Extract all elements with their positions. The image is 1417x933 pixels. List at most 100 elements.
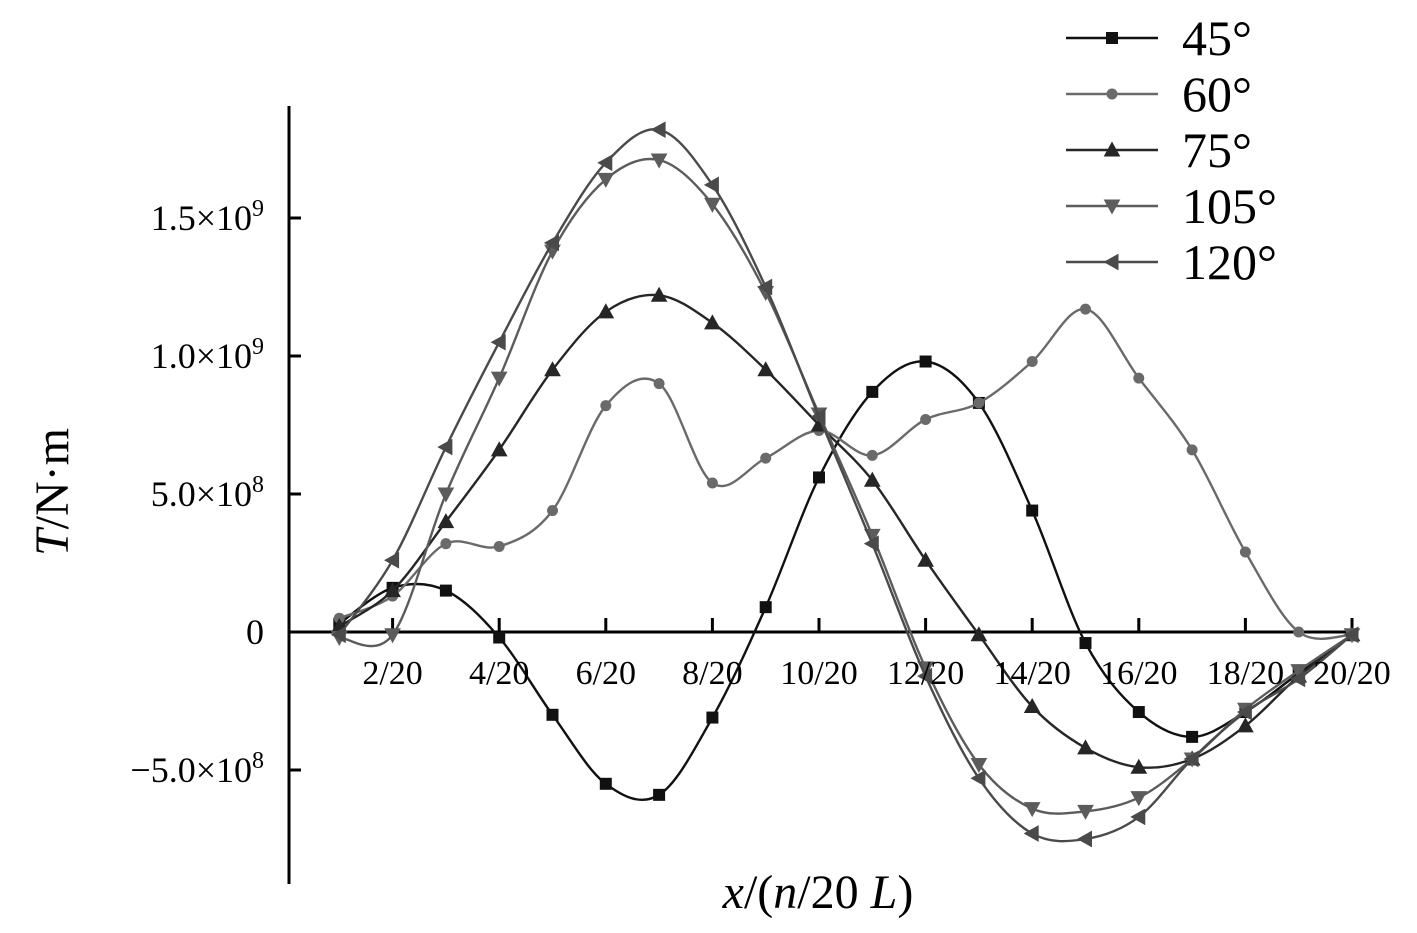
data-point xyxy=(863,471,881,487)
data-point xyxy=(1079,637,1092,650)
data-point xyxy=(760,452,772,464)
data-point xyxy=(384,628,401,644)
legend-marker xyxy=(1103,199,1121,215)
legend-label: 120° xyxy=(1182,234,1277,290)
data-point xyxy=(490,441,508,457)
data-point xyxy=(547,505,558,517)
data-point xyxy=(597,172,615,188)
data-point xyxy=(1236,703,1252,721)
x-tick-label: 18/20 xyxy=(1207,655,1284,692)
data-point xyxy=(440,538,452,550)
data-point xyxy=(546,708,559,721)
data-point xyxy=(650,121,666,139)
data-point xyxy=(493,540,505,552)
data-point xyxy=(1133,372,1145,384)
data-point xyxy=(1130,758,1148,774)
legend-label: 75° xyxy=(1182,122,1252,178)
data-point xyxy=(759,601,772,614)
data-point xyxy=(597,303,615,319)
x-tick-label: 10/20 xyxy=(780,655,857,692)
data-point xyxy=(439,584,452,597)
data-point xyxy=(490,333,506,351)
data-point xyxy=(863,535,879,553)
data-point xyxy=(1186,444,1198,456)
data-point xyxy=(1293,626,1305,638)
legend-item: 75° xyxy=(1066,122,1252,178)
x-tick-label: 2/20 xyxy=(362,655,422,692)
y-tick-label: 1.5×109 xyxy=(151,196,264,238)
x-tick-label: 12/20 xyxy=(887,655,964,692)
data-point xyxy=(1080,303,1091,315)
data-point xyxy=(544,361,561,377)
data-point xyxy=(919,355,932,368)
x-tick-label: 16/20 xyxy=(1100,655,1177,692)
data-point xyxy=(866,449,878,461)
data-point xyxy=(866,385,879,398)
series-2 xyxy=(333,303,1358,641)
data-point xyxy=(1237,717,1254,733)
data-point xyxy=(490,371,508,387)
data-point xyxy=(706,477,718,489)
data-point xyxy=(437,438,453,456)
y-axis-label-unit: /N·m xyxy=(26,428,79,529)
legend-item: 45° xyxy=(1066,10,1252,66)
data-point xyxy=(1077,739,1094,755)
data-point xyxy=(973,397,985,409)
tick-labels: −5.0×108 0 5.0×108 1.0×109 1.5×109 2/20 4/20 6/… xyxy=(130,196,1390,790)
data-point xyxy=(1239,546,1251,558)
data-point xyxy=(1023,697,1041,714)
legend-item: 105° xyxy=(1066,178,1277,234)
data-point xyxy=(1290,670,1306,688)
data-point xyxy=(703,176,719,194)
data-point xyxy=(437,487,455,503)
data-point xyxy=(1130,791,1148,807)
data-point xyxy=(970,769,986,787)
data-point xyxy=(330,626,346,644)
series-1 xyxy=(333,355,1358,801)
legend: 45°60°75°105°120° xyxy=(1066,10,1277,290)
data-point xyxy=(970,757,988,774)
data-point xyxy=(1186,730,1199,743)
x-axis-label-n: n xyxy=(773,866,797,919)
data-point xyxy=(917,667,933,685)
x-axis-label-open: /( xyxy=(744,866,773,919)
data-point xyxy=(704,314,721,330)
data-point xyxy=(970,626,988,642)
series-line xyxy=(338,293,1353,769)
data-point xyxy=(493,631,506,644)
data-point xyxy=(653,788,666,801)
legend-marker xyxy=(1103,253,1119,271)
legend-marker xyxy=(1103,141,1121,157)
data-point xyxy=(810,408,826,426)
data-point xyxy=(920,413,932,425)
y-tick-label: 0 xyxy=(246,612,264,652)
data-point xyxy=(597,154,613,172)
data-point xyxy=(1026,356,1038,368)
x-axis-label-mid: /20 xyxy=(797,866,870,919)
y-tick-label: −5.0×108 xyxy=(130,748,264,790)
x-axis-label-var: x xyxy=(722,866,744,919)
legend-label: 60° xyxy=(1182,66,1252,122)
x-tick-label: 6/20 xyxy=(576,655,636,692)
data-point xyxy=(384,582,401,598)
data-point xyxy=(543,234,559,252)
data-point xyxy=(1023,802,1041,818)
legend-marker xyxy=(1106,88,1118,100)
data-point xyxy=(1026,504,1039,517)
data-point xyxy=(1023,825,1039,842)
data-point xyxy=(599,777,612,790)
data-point xyxy=(1343,626,1359,644)
x-axis-label-L: L xyxy=(870,866,898,919)
series-layer xyxy=(330,121,1361,848)
data-point xyxy=(1183,750,1199,768)
x-tick-label: 14/20 xyxy=(993,655,1070,692)
legend-marker xyxy=(1106,32,1118,44)
data-point xyxy=(1130,808,1146,826)
data-point xyxy=(1290,664,1308,680)
x-axis-label-close: ) xyxy=(897,866,913,919)
legend-label: 45° xyxy=(1182,10,1252,66)
x-tick-label: 20/20 xyxy=(1313,655,1390,692)
axes xyxy=(287,106,1354,884)
y-axis-label: T/N·m xyxy=(26,428,79,556)
legend-item: 60° xyxy=(1066,66,1252,122)
